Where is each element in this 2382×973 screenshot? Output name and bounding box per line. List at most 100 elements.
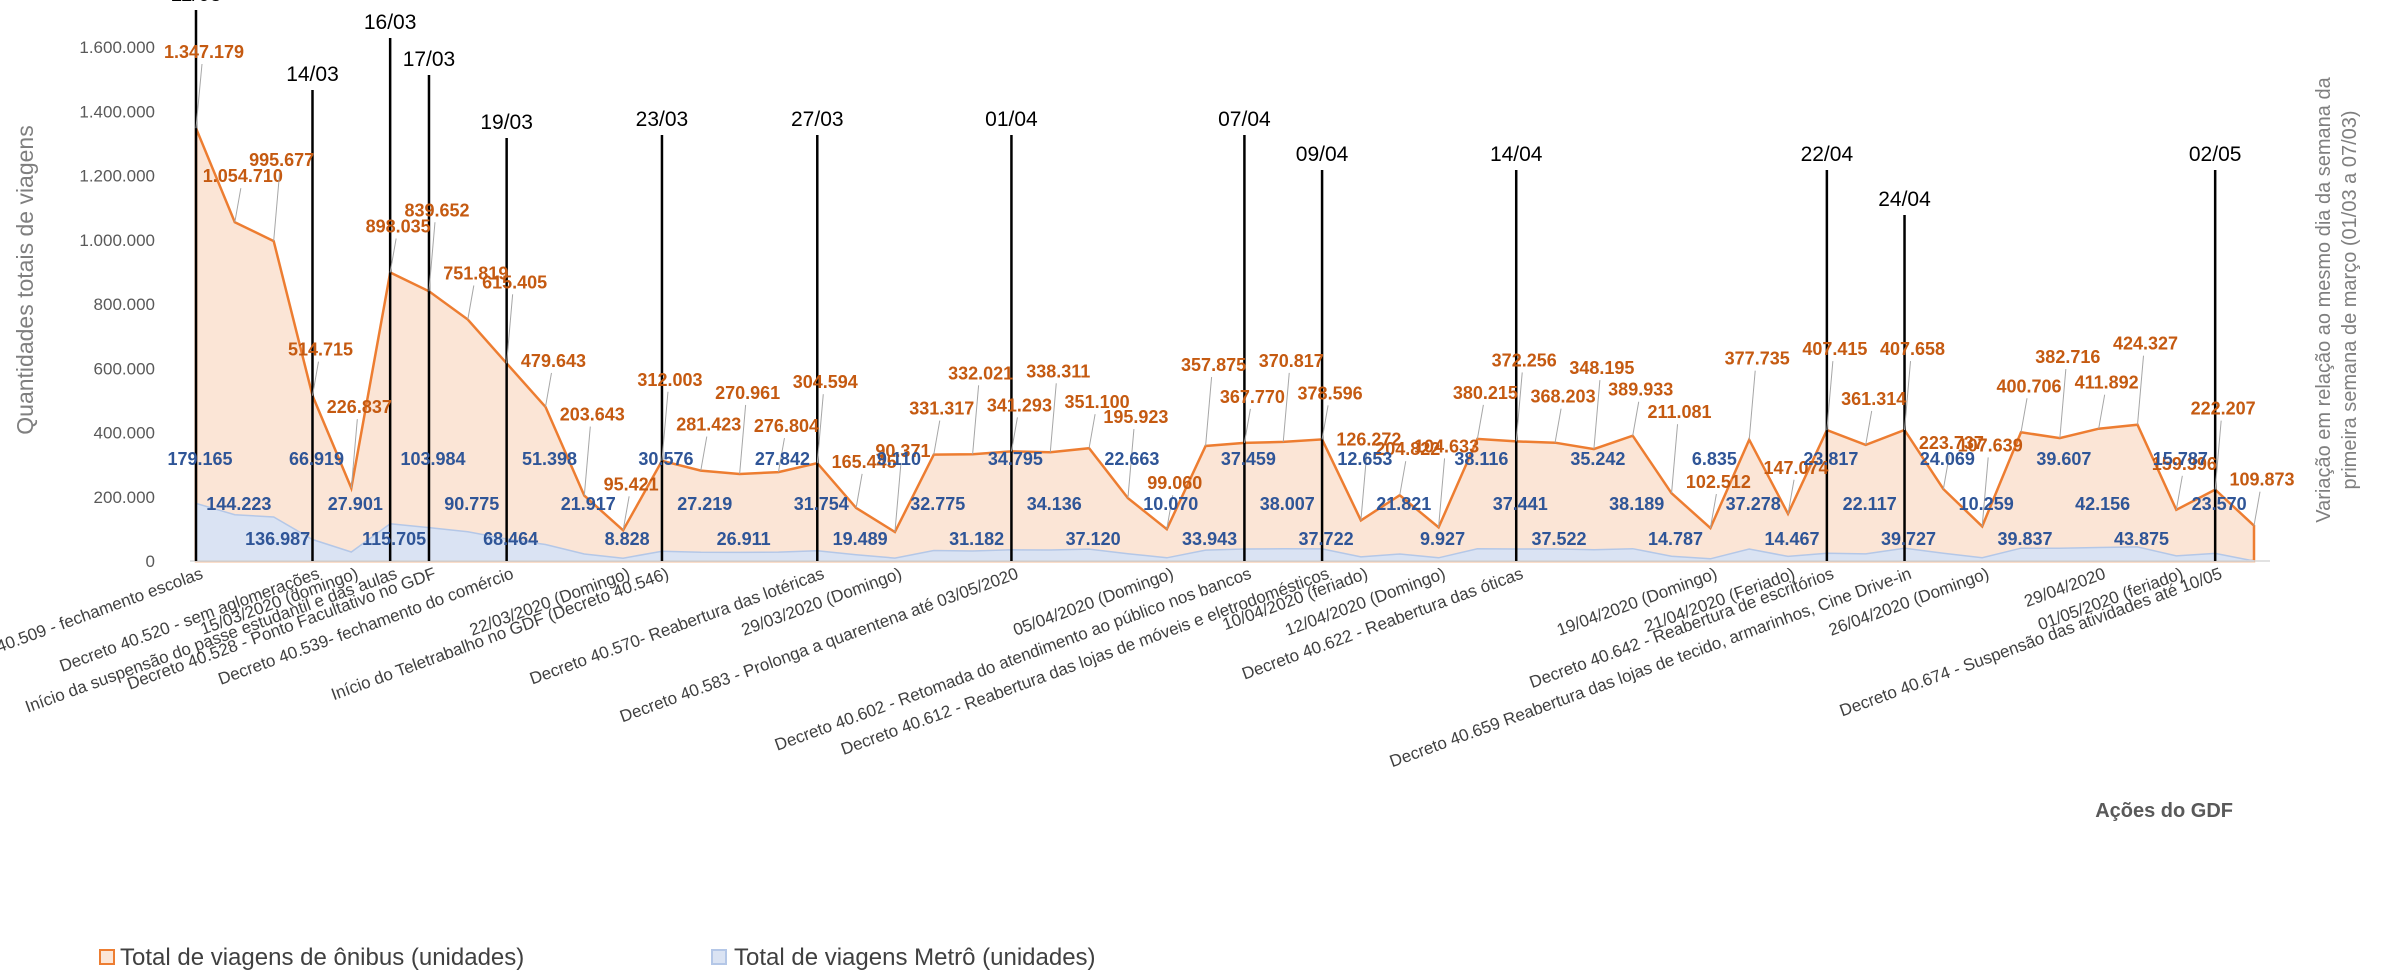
y-axis-title-right-line2: primeira semana de março (01/03 a 07/03) <box>2339 110 2361 489</box>
bus-label-leader <box>1981 457 1989 527</box>
metro-data-label: 14.467 <box>1765 529 1820 549</box>
y-axis-title-right-line1: Variação em relação ao mesmo dia da sema… <box>2313 76 2335 522</box>
y-axis-title: Quantidades totais de viagens <box>12 125 38 434</box>
bus-data-label: 424.327 <box>2113 334 2178 354</box>
bus-data-label: 338.311 <box>1026 361 1090 381</box>
bus-data-label: 368.203 <box>1531 387 1596 407</box>
bus-label-leader <box>1049 383 1057 453</box>
legend-label-bus: Total de viagens de ônibus (unidades) <box>120 944 524 971</box>
metro-data-label: 14.787 <box>1648 529 1703 549</box>
bus-data-label: 109.873 <box>2229 470 2294 490</box>
metro-data-label: 27.842 <box>755 449 810 469</box>
legend-swatch-bus <box>99 949 115 965</box>
bus-label-leader <box>1010 417 1018 452</box>
y-tick-label: 200.000 <box>94 488 155 507</box>
bus-label-leader <box>661 391 669 461</box>
metro-data-label: 32.775 <box>910 494 965 514</box>
metro-data-label: 33.943 <box>1182 529 1237 549</box>
bus-label-leader <box>1127 429 1135 499</box>
legend: Total de viagens de ônibus (unidades) To… <box>99 944 1096 971</box>
bus-data-label: 407.658 <box>1880 339 1945 359</box>
bus-label-leader <box>972 385 980 455</box>
bus-data-label: 1.347.179 <box>164 42 244 62</box>
y-tick-label: 1.000.000 <box>79 231 155 250</box>
bus-label-leader <box>1088 414 1096 449</box>
bus-data-label: 407.415 <box>1802 339 1867 359</box>
bus-data-label: 898.035 <box>366 217 431 237</box>
bus-label-leader <box>389 238 397 273</box>
bus-data-label: 195.923 <box>1103 407 1168 427</box>
bus-label-leader <box>1205 376 1213 447</box>
metro-data-label: 37.522 <box>1532 529 1587 549</box>
metro-data-label: 22.663 <box>1104 449 1159 469</box>
y-tick-label: 600.000 <box>94 359 155 378</box>
metro-data-label: 144.223 <box>206 494 271 514</box>
y-tick-label: 800.000 <box>94 295 155 314</box>
metro-data-label: 38.189 <box>1609 494 1664 514</box>
bus-data-label: 615.405 <box>482 272 547 292</box>
bus-data-label: 378.596 <box>1298 383 1363 403</box>
date-markers: 11/03 14/03 16/03 17/03 19/03 23/03 27/03 01/04… <box>171 0 2241 561</box>
bus-label-leader <box>739 404 747 474</box>
y-tick-label: 1.200.000 <box>79 167 155 186</box>
bus-data-label: 203.643 <box>560 405 625 425</box>
metro-data-label: 26.911 <box>717 529 771 549</box>
bus-data-label: 351.100 <box>1065 392 1130 412</box>
y-tick-label: 1.600.000 <box>79 38 155 57</box>
metro-data-label: 42.156 <box>2075 494 2130 514</box>
bus-data-label: 372.256 <box>1492 350 1557 370</box>
bus-label-leader <box>1904 360 1912 431</box>
bus-label-leader <box>777 437 785 473</box>
metro-data-label: 9.110 <box>877 449 921 469</box>
date-marker-label: 17/03 <box>403 48 456 71</box>
bus-data-label: 751.819 <box>443 263 508 283</box>
bus-data-label: 382.716 <box>2035 347 2100 367</box>
bus-label-leader <box>1243 408 1251 443</box>
bus-data-label: 377.735 <box>1725 349 1790 369</box>
bus-data-label: 126.272 <box>1336 429 1401 449</box>
metro-data-label: 27.219 <box>677 494 732 514</box>
bus-label-leader <box>1399 461 1407 496</box>
metro-data-label: 179.165 <box>167 449 232 469</box>
metro-data-label: 22.117 <box>1843 494 1897 514</box>
metro-data-label: 66.919 <box>289 449 344 469</box>
bus-data-label: 357.875 <box>1181 355 1246 375</box>
bus-data-label: 90.371 <box>875 441 930 461</box>
date-marker-label: 09/04 <box>1296 143 1349 166</box>
bus-data-label: 367.770 <box>1220 387 1285 407</box>
bus-label-leader <box>2098 394 2106 429</box>
bus-label-leader <box>467 285 475 320</box>
bus-label-leader <box>1438 458 1446 528</box>
bus-label-leader <box>273 172 281 242</box>
metro-data-label: 9.927 <box>1420 529 1465 549</box>
bus-data-label: 341.293 <box>987 395 1052 415</box>
metro-data-label: 90.775 <box>444 494 499 514</box>
y-tick-label: 0 <box>146 552 155 571</box>
bus-label-leader <box>311 361 319 396</box>
x-axis-title: Ações do GDF <box>2095 800 2233 822</box>
bus-label-leader <box>1321 405 1329 440</box>
metro-data-label: 21.917 <box>561 494 616 514</box>
metro-data-label: 39.837 <box>1997 529 2052 549</box>
metro-data-label: 39.727 <box>1881 529 1936 549</box>
metro-data-label: 31.182 <box>949 529 1004 549</box>
bus-data-label: 107.639 <box>1958 435 2023 455</box>
bus-data-label: 102.512 <box>1686 472 1751 492</box>
bus-label-leader <box>2059 369 2067 439</box>
metro-data-label: 30.576 <box>638 449 693 469</box>
metro-data-label: 34.136 <box>1027 494 1082 514</box>
bus-label-leader <box>195 63 203 129</box>
bus-data-label: 281.423 <box>676 415 741 435</box>
bus-data-label: 995.677 <box>249 150 314 170</box>
bus-data-label: 370.817 <box>1259 351 1324 371</box>
metro-data-label: 115.705 <box>362 529 426 549</box>
bus-label-leader <box>933 420 941 455</box>
bus-label-leader <box>1826 361 1834 431</box>
y-axis: 0 200.000 400.000 600.000 800.000 1.000.000 1.… <box>79 38 2270 571</box>
bus-label-leader <box>1554 408 1562 443</box>
metro-data-label: 35.242 <box>1570 449 1625 469</box>
bus-data-label: 165.445 <box>832 452 897 472</box>
bus-data-label: 479.643 <box>521 351 586 371</box>
date-marker-label: 14/04 <box>1490 143 1543 166</box>
bus-area <box>194 127 2256 563</box>
